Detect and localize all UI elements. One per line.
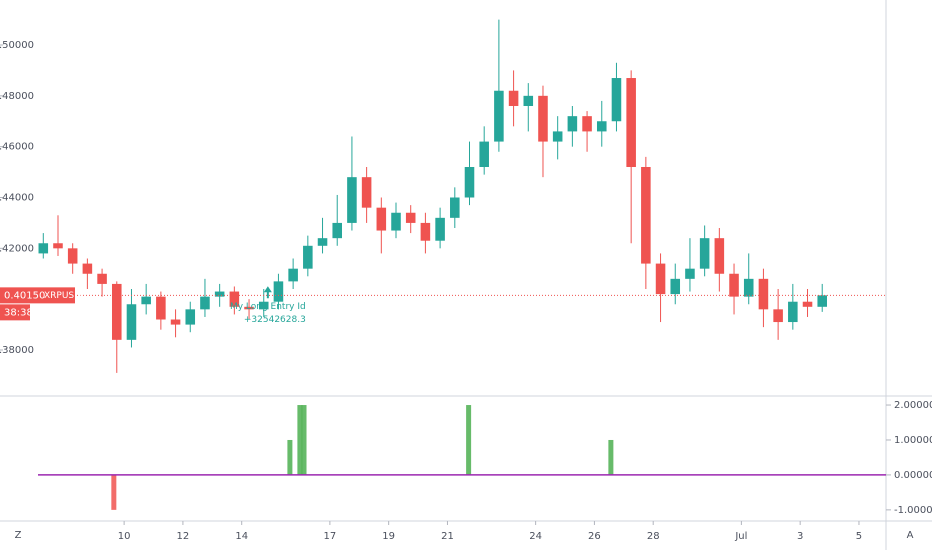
candle-body <box>332 222 343 239</box>
last-price-box <box>0 287 75 304</box>
candle-body <box>479 141 489 167</box>
candle-body <box>420 222 431 241</box>
candle-body <box>788 301 798 323</box>
candle-body <box>97 273 107 284</box>
y-tick-label: 0.50000 <box>0 40 34 51</box>
candle-body <box>670 278 681 295</box>
candle-body <box>361 177 372 208</box>
symbol-label: XRPUSD <box>44 291 81 301</box>
candle-body <box>200 296 210 310</box>
x-tick-label: 21 <box>441 531 454 542</box>
countdown-label: 38:38 <box>4 307 33 318</box>
candle-body <box>405 212 416 223</box>
annotation-subtext: +32542628.3 <box>244 315 306 325</box>
candle-body <box>435 217 445 241</box>
last-price-label: 0.40150 <box>4 290 45 301</box>
x-tick-label: 19 <box>382 531 395 542</box>
candle-body <box>685 268 695 279</box>
candle-body <box>582 116 592 132</box>
candle-body <box>538 95 548 142</box>
y2-tick-label: 0.00000 <box>894 470 932 481</box>
x-tick-label: 10 <box>118 531 131 542</box>
candle-body <box>185 309 196 325</box>
candle-body <box>494 90 504 142</box>
indicator-bar <box>297 405 303 475</box>
candle-body <box>347 177 357 223</box>
indicator-bar <box>287 439 293 475</box>
y2-tick-label: 1.00000 <box>894 435 932 446</box>
button-z[interactable]: Z <box>15 530 22 541</box>
candle-body <box>758 278 769 310</box>
candle-body <box>699 238 710 269</box>
x-tick-label: 24 <box>529 531 542 542</box>
y-tick-label: 0.44000 <box>0 193 34 204</box>
x-tick-label: 28 <box>647 531 660 542</box>
candle-body <box>391 212 401 231</box>
x-tick-label: 14 <box>235 531 248 542</box>
candle-body <box>38 243 49 254</box>
candle-body <box>802 301 813 307</box>
y-tick-label: 0.46000 <box>0 142 34 153</box>
candle-body <box>303 245 313 269</box>
candle-body <box>82 263 93 274</box>
candle-body <box>611 78 622 122</box>
y-tick-label: 0.38000 <box>0 345 34 356</box>
candle-body <box>464 166 475 198</box>
candle-body <box>626 78 636 167</box>
candle-body <box>53 243 63 249</box>
countdown-box <box>0 304 30 321</box>
y2-tick-label: 2.00000 <box>894 400 932 411</box>
candle-body <box>258 301 269 310</box>
candle-body <box>714 238 725 274</box>
candle-body <box>508 90 519 106</box>
candle-body <box>214 291 225 297</box>
indicator-bar <box>301 405 307 475</box>
candle-body <box>111 283 122 340</box>
candle-body <box>170 319 181 325</box>
y-tick-label: 0.42000 <box>0 243 34 254</box>
candle-body <box>288 268 298 282</box>
indicator-bar <box>608 439 614 475</box>
candle-body <box>156 296 166 320</box>
button-a[interactable]: A <box>907 530 914 541</box>
x-tick-label: 12 <box>177 531 190 542</box>
candle-body <box>655 263 666 295</box>
candle-body <box>229 291 240 307</box>
candle-body <box>743 278 754 297</box>
entry-arrow <box>263 286 272 299</box>
candle-body <box>729 273 739 297</box>
candle-body <box>67 248 78 264</box>
candle-body <box>376 207 387 231</box>
y-tick-label: 0.48000 <box>0 91 34 102</box>
indicator-bar <box>111 474 117 510</box>
candle-body <box>317 238 328 246</box>
candle-body <box>141 296 151 305</box>
candle-body <box>244 306 254 310</box>
candle-body <box>450 197 460 218</box>
x-tick-label: 5 <box>856 531 862 542</box>
indicator-bar <box>466 405 472 475</box>
candle-body <box>126 304 137 340</box>
x-tick-label: 26 <box>588 531 601 542</box>
annotation-text: My Long Entry Id <box>230 302 306 312</box>
x-tick-label: 3 <box>797 531 803 542</box>
candle-body <box>273 281 284 302</box>
x-tick-label: 17 <box>324 531 337 542</box>
x-tick-label: Jul <box>734 531 747 542</box>
candle-body <box>817 295 827 307</box>
candle-body <box>641 166 651 264</box>
y2-tick-label: -1.00000 <box>894 505 932 516</box>
candle-body <box>523 95 534 106</box>
candle-body <box>567 116 578 132</box>
candle-body <box>552 131 563 142</box>
candle-body <box>596 121 607 132</box>
candle-body <box>773 309 783 323</box>
